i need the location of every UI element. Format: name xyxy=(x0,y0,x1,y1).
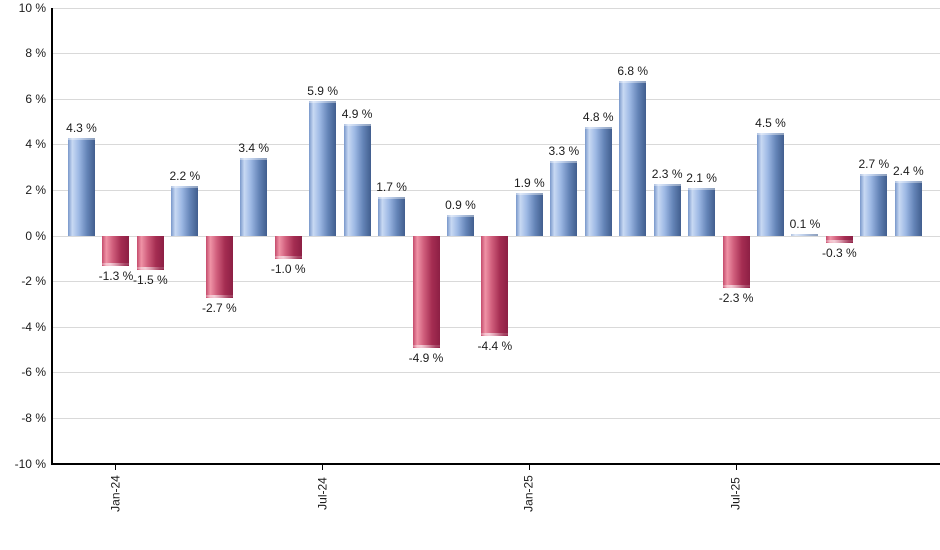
x-axis-tick-label: Jul-24 xyxy=(315,477,330,510)
bar-value-label: 1.7 % xyxy=(376,180,407,195)
gridline xyxy=(52,53,940,55)
bar-value-label: -0.3 % xyxy=(822,245,857,260)
bar xyxy=(791,233,819,236)
bar xyxy=(412,236,440,348)
x-axis-tick-label: Jul-25 xyxy=(728,477,743,510)
bar-value-label: 3.4 % xyxy=(238,141,270,156)
bar xyxy=(102,236,130,266)
bar-value-label: 6.8 % xyxy=(617,63,649,78)
bar-value-label: -4.9 % xyxy=(408,350,444,365)
bar-value-label: 2.4 % xyxy=(892,164,924,179)
bar-value-label: -2.3 % xyxy=(718,291,754,306)
y-axis-tick-label: 8 % xyxy=(25,46,46,61)
bar xyxy=(378,197,406,236)
x-axis-tick-mark xyxy=(735,465,737,470)
bar xyxy=(446,215,474,236)
bar xyxy=(515,192,543,236)
y-axis-tick-label: 4 % xyxy=(25,137,46,152)
y-axis-tick-label: -8 % xyxy=(21,410,46,425)
y-axis-tick-label: -10 % xyxy=(14,456,46,471)
bar xyxy=(136,236,164,271)
bar xyxy=(205,236,233,298)
bar-value-label: 0.9 % xyxy=(445,198,476,213)
bar xyxy=(619,80,647,236)
gridline xyxy=(52,98,940,100)
bar xyxy=(481,236,509,337)
bar-value-label: -4.4 % xyxy=(477,339,513,354)
bar xyxy=(550,160,578,236)
bar-value-label: 4.5 % xyxy=(755,116,786,131)
bar xyxy=(757,133,784,236)
y-axis-tick-label: 2 % xyxy=(25,182,46,197)
bar xyxy=(653,183,681,236)
bar-value-label: 4.8 % xyxy=(582,109,614,124)
bar-value-label: 4.9 % xyxy=(341,107,373,122)
bar xyxy=(894,181,922,236)
y-axis-tick-label: -6 % xyxy=(21,365,46,380)
gridline xyxy=(52,144,940,146)
gridline xyxy=(52,189,940,191)
x-axis-tick-label: Jan-25 xyxy=(521,475,536,512)
bar xyxy=(343,124,371,236)
bar xyxy=(309,101,337,236)
bar-value-label: 3.3 % xyxy=(548,143,580,158)
x-axis-line xyxy=(51,463,940,465)
bar-value-label: -1.3 % xyxy=(98,268,134,283)
x-axis-tick-mark xyxy=(528,465,530,470)
bar xyxy=(240,158,268,236)
bar-value-label: 1.9 % xyxy=(514,175,545,190)
bar xyxy=(68,137,95,236)
x-axis-tick-label: Jan-24 xyxy=(108,475,123,512)
bar-value-label: -2.7 % xyxy=(201,300,237,315)
bar-value-label: 2.3 % xyxy=(651,166,683,181)
bar xyxy=(825,236,853,243)
bar-value-label: 0.1 % xyxy=(789,216,821,231)
bar-value-label: 4.3 % xyxy=(66,120,97,135)
bar xyxy=(688,188,716,236)
y-axis-line xyxy=(51,8,53,465)
y-axis-tick-label: 6 % xyxy=(25,91,46,106)
bar-value-label: 2.7 % xyxy=(858,157,890,172)
bar xyxy=(584,126,612,236)
bar-value-label: 5.9 % xyxy=(307,84,338,99)
bar-value-label: -1.5 % xyxy=(133,273,168,288)
bar xyxy=(860,174,888,236)
bar xyxy=(171,185,199,236)
gridline xyxy=(52,417,940,419)
bar xyxy=(722,236,750,289)
bar-value-label: 2.2 % xyxy=(169,168,201,183)
bar-value-label: -1.0 % xyxy=(270,261,306,276)
y-axis-tick-label: -2 % xyxy=(21,274,46,289)
x-axis-tick-mark xyxy=(322,465,324,470)
y-axis-tick-label: 0 % xyxy=(25,228,46,243)
x-axis-tick-mark xyxy=(115,465,117,470)
y-axis-tick-label: 10 % xyxy=(18,0,46,15)
gridline xyxy=(52,7,940,9)
y-axis-tick-label: -4 % xyxy=(21,319,46,334)
bar xyxy=(274,236,302,259)
gridline xyxy=(52,372,940,374)
bar-value-label: 2.1 % xyxy=(686,171,717,186)
